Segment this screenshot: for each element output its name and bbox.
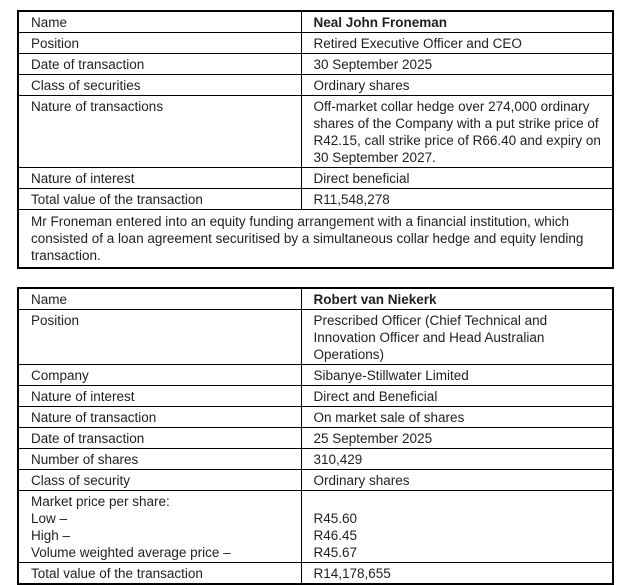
table-gap xyxy=(17,269,612,287)
table-row-class: Class of securities Ordinary shares xyxy=(17,74,614,96)
market-price-high-value: R46.45 xyxy=(313,528,358,543)
row-value-name: Neal John Froneman xyxy=(300,10,614,33)
row-label: Nature of interest xyxy=(17,385,302,407)
row-label: Nature of transactions xyxy=(17,95,302,168)
row-label: Number of shares xyxy=(17,448,302,470)
market-price-vwap-value: R45.67 xyxy=(313,545,358,560)
row-value: Direct beneficial xyxy=(300,167,614,189)
table-row-company: Company Sibanye-Stillwater Limited xyxy=(17,364,614,386)
market-price-low-label: Low – xyxy=(31,511,68,526)
row-value: Ordinary shares xyxy=(300,74,614,96)
market-price-heading: Market price per share: xyxy=(31,494,170,509)
row-label: Nature of interest xyxy=(17,167,302,189)
row-value: 25 September 2025 xyxy=(300,427,614,449)
table-row-market-price: Market price per share: Low – High – Vol… xyxy=(17,490,614,563)
row-value: Prescribed Officer (Chief Technical and … xyxy=(300,309,614,365)
row-label-market-price: Market price per share: Low – High – Vol… xyxy=(17,490,302,563)
table-row-total-value: Total value of the transaction R11,548,2… xyxy=(17,188,614,210)
table-row-total-value: Total value of the transaction R14,178,6… xyxy=(17,562,614,585)
market-price-blank xyxy=(314,493,605,510)
row-value: R11,548,278 xyxy=(300,188,614,210)
market-price-low-value: R45.60 xyxy=(313,511,358,526)
row-value: R14,178,655 xyxy=(300,562,614,585)
row-value: 30 September 2025 xyxy=(300,53,614,75)
row-label: Date of transaction xyxy=(17,427,302,449)
row-value: Sibanye-Stillwater Limited xyxy=(300,364,614,386)
footnote-text: Mr Froneman entered into an equity fundi… xyxy=(17,209,614,269)
row-label: Name xyxy=(17,10,302,33)
row-value: Retired Executive Officer and CEO xyxy=(300,32,614,54)
row-label: Total value of the transaction xyxy=(17,188,302,210)
row-value-name: Robert van Niekerk xyxy=(300,287,614,310)
row-value: On market sale of shares xyxy=(300,406,614,428)
table-row-nature-transactions: Nature of transactions Off-market collar… xyxy=(17,95,614,168)
row-value-market-price: R45.60 R46.45 R45.67 xyxy=(300,490,614,563)
table-row-position: Position Retired Executive Officer and C… xyxy=(17,32,614,54)
market-price-high-label: High – xyxy=(31,528,71,543)
table-row-nature-transaction: Nature of transaction On market sale of … xyxy=(17,406,614,428)
row-label: Class of security xyxy=(17,469,302,491)
row-label: Position xyxy=(17,32,302,54)
row-label: Date of transaction xyxy=(17,53,302,75)
table-row-footnote: Mr Froneman entered into an equity fundi… xyxy=(17,209,614,269)
table-row-name: Name Neal John Froneman xyxy=(17,10,614,33)
row-label: Class of securities xyxy=(17,74,302,96)
row-value: 310,429 xyxy=(300,448,614,470)
table-row-number-shares: Number of shares 310,429 xyxy=(17,448,614,470)
table-row-position: Position Prescribed Officer (Chief Techn… xyxy=(17,309,614,365)
table-row-nature-interest: Nature of interest Direct and Beneficial xyxy=(17,385,614,407)
row-value: Off-market collar hedge over 274,000 ord… xyxy=(300,95,614,168)
froneman-transaction-table: Name Neal John Froneman Position Retired… xyxy=(17,10,614,269)
row-value: Ordinary shares xyxy=(300,469,614,491)
row-value: Direct and Beneficial xyxy=(300,385,614,407)
row-label: Name xyxy=(17,287,302,310)
van-niekerk-transaction-table: Name Robert van Niekerk Position Prescri… xyxy=(17,287,614,585)
table-row-nature-interest: Nature of interest Direct beneficial xyxy=(17,167,614,189)
row-label: Company xyxy=(17,364,302,386)
table-row-class-security: Class of security Ordinary shares xyxy=(17,469,614,491)
market-price-vwap-label: Volume weighted average price – xyxy=(31,545,231,560)
table-row-date: Date of transaction 25 September 2025 xyxy=(17,427,614,449)
row-label: Nature of transaction xyxy=(17,406,302,428)
row-label: Position xyxy=(17,309,302,365)
row-label: Total value of the transaction xyxy=(17,562,302,585)
table-row-name: Name Robert van Niekerk xyxy=(17,287,614,310)
table-row-date: Date of transaction 30 September 2025 xyxy=(17,53,614,75)
